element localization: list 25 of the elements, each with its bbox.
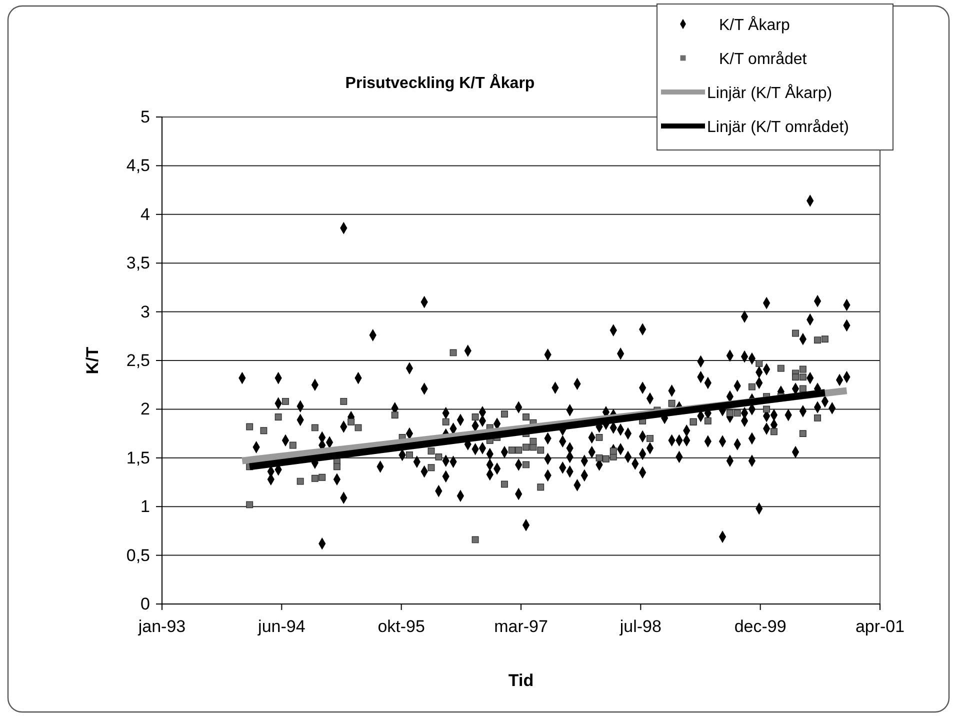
x-tick-label: okt-95	[378, 617, 425, 636]
x-tick-label: apr-01	[855, 617, 905, 636]
y-tick-label: 1,5	[126, 448, 150, 468]
legend-label: Linjär (K/T området)	[707, 119, 849, 136]
y-axis-title: K/T	[83, 346, 102, 374]
y-tick-label: 4	[140, 204, 150, 224]
legend-label: K/T Åkarp	[719, 16, 790, 34]
x-tick-label: dec-99	[734, 617, 786, 636]
x-axis-title: Tid	[508, 671, 534, 690]
x-tick-label: jul-98	[618, 617, 662, 636]
x-tick-label: mar-97	[494, 617, 548, 636]
y-tick-label: 4,5	[126, 156, 150, 176]
y-tick-label: 2	[140, 400, 150, 419]
y-tick-label: 3,5	[126, 254, 150, 273]
legend-label: Linjär (K/T Åkarp)	[707, 84, 832, 102]
legend-label: K/T området	[719, 51, 808, 68]
y-tick-label: 0,5	[126, 546, 150, 565]
y-tick-label: 0	[140, 594, 150, 614]
y-tick-label: 2,5	[126, 350, 150, 370]
y-tick-label: 1	[140, 497, 150, 516]
x-tick-label: jan-93	[137, 617, 186, 636]
y-tick-label: 3	[140, 302, 150, 322]
chart-title: Prisutveckling K/T Åkarp	[345, 73, 535, 92]
y-tick-label: 5	[140, 107, 150, 126]
x-tick-label: jun-94	[257, 617, 306, 636]
